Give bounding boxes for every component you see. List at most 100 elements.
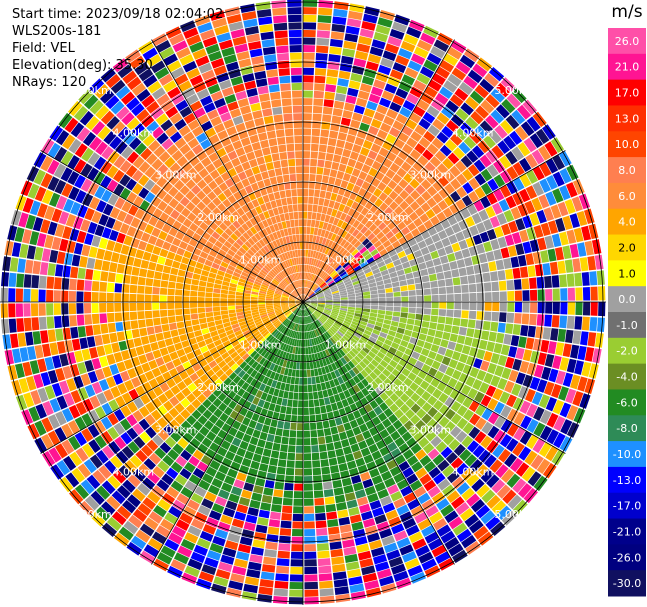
velocity-bin	[326, 145, 336, 154]
velocity-bin	[267, 288, 275, 293]
velocity-bin	[391, 240, 401, 249]
velocity-bin	[344, 453, 355, 463]
velocity-bin	[437, 316, 446, 324]
velocity-bin	[255, 345, 263, 353]
velocity-bin	[137, 276, 146, 286]
velocity-bin	[435, 551, 451, 564]
velocity-bin	[332, 433, 341, 443]
velocity-bin	[438, 309, 447, 317]
velocity-bin	[251, 165, 261, 175]
velocity-bin	[311, 338, 315, 346]
velocity-bin	[303, 158, 310, 166]
velocity-bin	[356, 243, 365, 252]
velocity-bin	[398, 414, 410, 425]
velocity-bin	[490, 109, 505, 124]
velocity-bin	[278, 314, 285, 320]
velocity-bin	[471, 478, 485, 493]
velocity-bin	[341, 196, 349, 205]
velocity-bin	[515, 372, 526, 385]
velocity-bin	[377, 64, 392, 76]
velocity-bin	[296, 430, 303, 438]
velocity-bin	[594, 254, 604, 270]
velocity-bin	[321, 284, 328, 290]
velocity-bin	[367, 362, 376, 371]
velocity-bin	[331, 208, 338, 217]
velocity-bin	[205, 287, 214, 293]
velocity-bin	[410, 443, 422, 455]
velocity-bin	[376, 351, 386, 360]
velocity-bin	[426, 418, 438, 430]
velocity-bin	[222, 318, 230, 324]
velocity-bin	[483, 311, 492, 321]
velocity-bin	[82, 193, 94, 207]
velocity-bin	[276, 332, 283, 340]
velocity-bin	[407, 284, 416, 291]
velocity-bin	[398, 47, 413, 60]
velocity-bin	[435, 92, 449, 106]
velocity-bin	[483, 241, 493, 253]
velocity-bin	[383, 186, 393, 196]
velocity-bin	[262, 367, 269, 376]
velocity-bin	[277, 313, 284, 319]
velocity-bin	[329, 46, 342, 55]
velocity-bin	[179, 512, 193, 525]
velocity-bin	[328, 457, 338, 466]
velocity-bin	[386, 424, 397, 435]
velocity-bin	[364, 580, 380, 591]
velocity-bin	[287, 345, 292, 353]
velocity-bin	[413, 431, 425, 443]
velocity-bin	[390, 276, 399, 283]
velocity-bin	[152, 294, 160, 302]
velocity-bin	[314, 311, 321, 317]
velocity-bin	[262, 281, 270, 287]
velocity-bin	[368, 125, 379, 136]
velocity-bin	[445, 366, 455, 377]
velocity-bin	[560, 288, 568, 301]
velocity-bin	[137, 319, 146, 328]
velocity-bin	[324, 349, 331, 357]
velocity-bin	[430, 280, 438, 288]
velocity-bin	[336, 401, 344, 410]
velocity-bin	[245, 315, 253, 321]
velocity-bin	[260, 571, 275, 581]
velocity-bin	[307, 249, 311, 258]
velocity-bin	[313, 482, 323, 491]
velocity-bin	[254, 318, 262, 324]
velocity-bin	[454, 343, 464, 353]
velocity-bin	[62, 327, 72, 340]
velocity-bin	[384, 283, 393, 289]
velocity-bin	[238, 321, 247, 327]
velocity-bin	[474, 84, 490, 99]
velocity-bin	[115, 321, 124, 332]
velocity-bin	[209, 542, 224, 554]
velocity-bin	[541, 366, 552, 381]
velocity-bin	[328, 200, 336, 209]
velocity-bin	[210, 330, 219, 338]
velocity-bin	[242, 268, 251, 275]
colorbar-tick: -13.0	[613, 474, 641, 487]
velocity-bin	[488, 130, 502, 144]
velocity-bin	[392, 120, 405, 131]
velocity-bin	[265, 541, 278, 551]
velocity-bin	[444, 408, 456, 421]
velocity-bin	[430, 215, 440, 226]
velocity-bin	[185, 326, 194, 334]
velocity-bin	[30, 289, 39, 302]
velocity-bin	[445, 100, 459, 113]
colorbar-tick: -4.0	[616, 371, 637, 384]
velocity-bin	[288, 158, 296, 167]
velocity-bin	[312, 361, 318, 369]
velocity-bin	[172, 499, 186, 512]
velocity-bin	[386, 459, 398, 470]
velocity-bin	[310, 296, 317, 300]
velocity-bin	[266, 334, 273, 341]
velocity-bin	[376, 104, 389, 115]
velocity-bin	[192, 273, 201, 280]
velocity-bin	[266, 69, 279, 78]
velocity-bin	[310, 300, 318, 302]
velocity-bin	[458, 81, 474, 96]
velocity-bin	[296, 423, 303, 431]
velocity-bin	[308, 257, 313, 265]
velocity-bin	[262, 108, 273, 117]
velocity-bin	[368, 443, 379, 454]
